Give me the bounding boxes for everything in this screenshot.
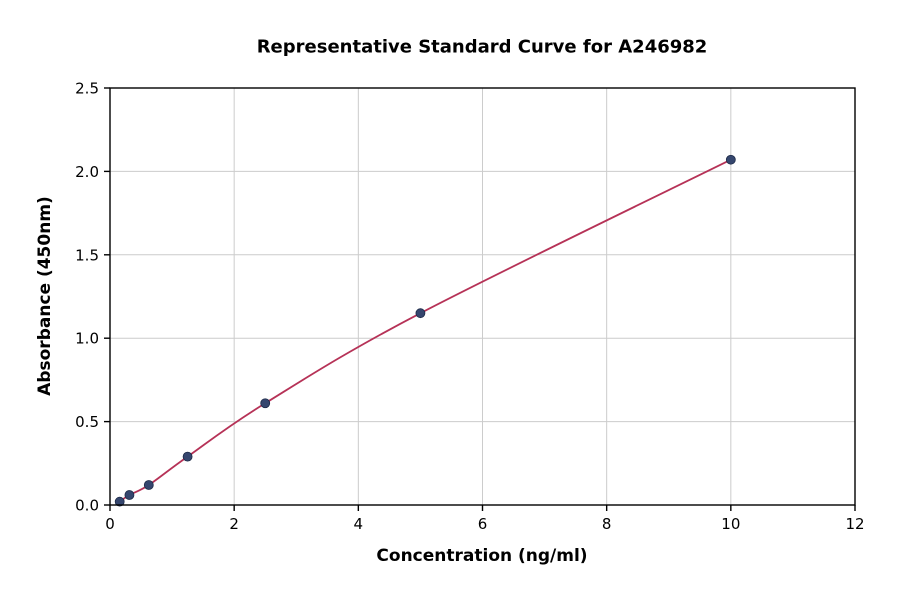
y-tick-label: 2.5 <box>75 80 99 98</box>
data-point <box>143 480 154 490</box>
data-point <box>260 398 271 409</box>
data-point <box>182 451 193 462</box>
data-point <box>124 490 135 500</box>
x-tick-label: 2 <box>229 515 239 533</box>
data-point <box>415 308 426 319</box>
chart-title: Representative Standard Curve for A24698… <box>256 36 708 58</box>
y-tick-label: 1.0 <box>75 330 99 348</box>
x-tick-label: 10 <box>721 515 740 533</box>
x-tick-label: 6 <box>478 515 488 533</box>
y-tick-label: 0.0 <box>75 497 99 515</box>
y-tick-label: 2.0 <box>75 163 99 181</box>
y-tick-label: 1.5 <box>75 246 99 264</box>
x-tick-label: 4 <box>354 515 364 533</box>
x-axis-label: Concentration (ng/ml) <box>376 546 588 566</box>
fit-curve <box>119 158 732 503</box>
x-tick-label: 8 <box>602 515 612 533</box>
y-tick-label: 0.5 <box>75 413 99 431</box>
data-point <box>725 154 736 165</box>
data-point <box>114 496 125 507</box>
x-tick-label: 0 <box>105 515 115 533</box>
x-tick-label: 12 <box>845 515 864 533</box>
